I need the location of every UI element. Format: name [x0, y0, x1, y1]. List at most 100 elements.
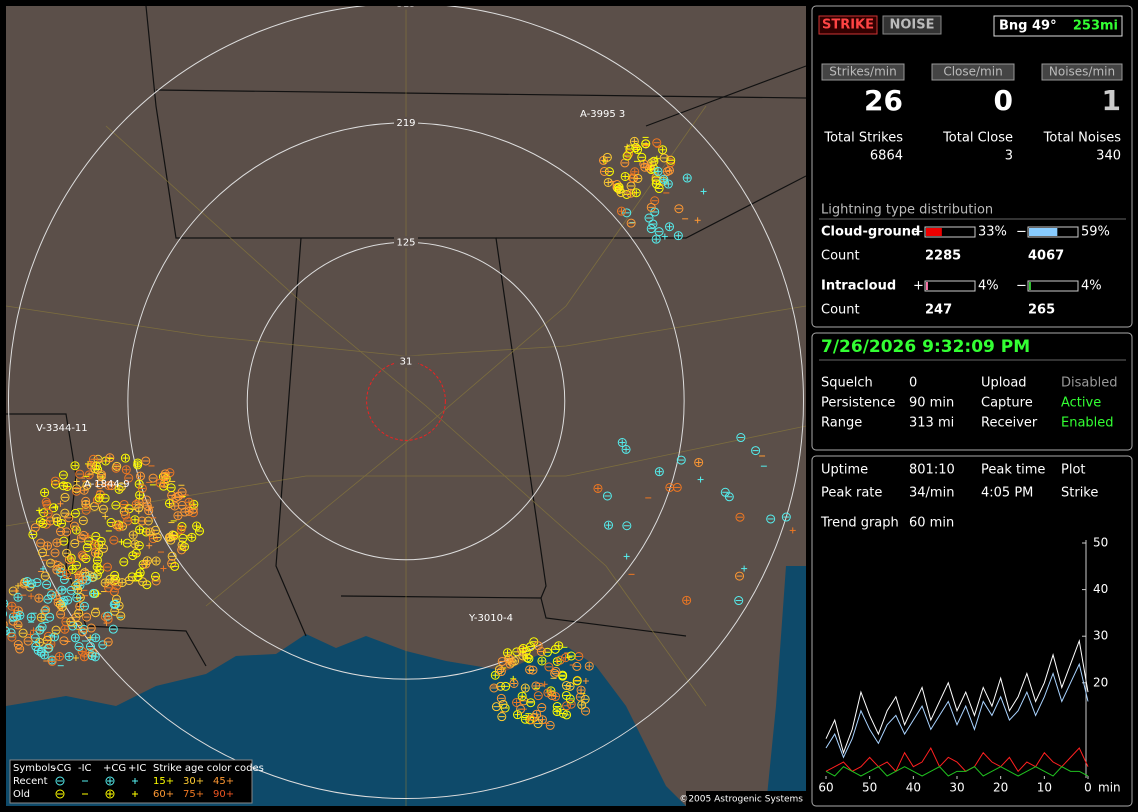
strike: [641, 139, 651, 149]
strike: [78, 552, 88, 562]
total-value: 3: [1005, 149, 1013, 164]
strike-button-label[interactable]: STRIKE: [822, 18, 874, 33]
strike: [82, 480, 92, 490]
strike: [558, 708, 568, 718]
strike: [133, 571, 143, 581]
strike: [552, 707, 562, 717]
strike: [545, 720, 555, 730]
panel-rates: [811, 5, 1133, 328]
storm-label: A-1844-9: [84, 479, 130, 490]
strike: [99, 543, 109, 553]
strike: [537, 703, 547, 713]
strike: [18, 628, 28, 638]
strike: [565, 694, 575, 704]
strike: [130, 539, 140, 549]
noise-button-label[interactable]: NOISE: [889, 18, 934, 33]
strike: [501, 681, 511, 691]
strike: [128, 530, 138, 540]
trend-line: [825, 766, 1089, 777]
strike: [180, 542, 190, 552]
stat-text: Peak rate: [821, 486, 882, 501]
strike: [519, 696, 529, 706]
strike: [84, 470, 94, 480]
strike: [98, 640, 108, 650]
ring-label-bg: [394, 236, 418, 249]
strike: [177, 487, 187, 497]
strike: [104, 481, 114, 491]
strike: [544, 662, 554, 672]
ring-label: 31: [400, 357, 413, 368]
strike: [63, 595, 73, 605]
pct-track: [1027, 280, 1079, 292]
strike: [629, 136, 639, 146]
strike: [576, 685, 586, 695]
strike: [537, 656, 547, 666]
x-tick-label: 10: [1037, 781, 1052, 795]
noise-button[interactable]: [882, 15, 942, 35]
strike: [654, 227, 664, 237]
strike-button[interactable]: [818, 15, 878, 35]
strike: [92, 562, 102, 572]
strike: [524, 654, 534, 664]
legend-box: [9, 759, 253, 804]
strike: [36, 612, 46, 622]
strike: [78, 627, 88, 637]
strike: [616, 206, 626, 216]
x-tick-label: 60: [818, 781, 833, 795]
strike: [562, 701, 572, 711]
strike: [91, 461, 101, 471]
strike: [77, 575, 87, 585]
strike: [86, 460, 96, 470]
total-label: Total Noises: [1043, 131, 1122, 146]
legend-type: +CG: [103, 763, 126, 774]
strike: [547, 690, 557, 700]
strike: [114, 484, 124, 494]
strike: [736, 433, 746, 443]
strike: [79, 624, 89, 634]
trend-line: [825, 662, 1089, 759]
age-code: 30+: [183, 776, 204, 787]
strike: [566, 651, 576, 661]
strike: [90, 652, 100, 662]
strike: [70, 633, 80, 643]
strike: [651, 234, 661, 244]
strike: [69, 521, 79, 531]
x-tick-label: 30: [949, 781, 964, 795]
strike: [61, 569, 71, 579]
status-text: Active: [1061, 396, 1101, 411]
strike: [6, 599, 9, 608]
range-ring: [8, 6, 804, 799]
rate-header: [821, 63, 905, 81]
total-value: 340: [1096, 149, 1121, 164]
strike: [103, 611, 113, 621]
legend-row: Old: [13, 789, 30, 800]
strike: [105, 453, 115, 463]
count: 265: [1028, 303, 1055, 318]
stat-text: Uptime: [821, 463, 868, 478]
strike: [116, 482, 126, 492]
strike: [659, 153, 669, 163]
strike: [15, 610, 25, 620]
strike: [176, 524, 186, 534]
stat-text: Strike: [1061, 486, 1098, 501]
strike: [106, 518, 116, 528]
pct-bar: [1029, 228, 1058, 236]
strike: [164, 498, 174, 508]
strike: [160, 471, 170, 481]
pct-bar: [926, 228, 942, 236]
strike: [551, 692, 561, 702]
pct-track: [924, 280, 976, 292]
strike: [41, 605, 51, 615]
strike: [52, 513, 62, 523]
strike: [6, 621, 8, 629]
legend-text: Symbols: [13, 763, 55, 774]
strike: [646, 202, 656, 212]
strike: [178, 533, 188, 543]
y-tick-label: 30: [1093, 629, 1108, 643]
rate-header-label: Close/min: [943, 65, 1002, 79]
ring-label: 219: [396, 118, 415, 129]
strike: [517, 645, 527, 655]
strike: [620, 171, 630, 181]
strike: [682, 595, 692, 605]
strike: [184, 506, 194, 516]
